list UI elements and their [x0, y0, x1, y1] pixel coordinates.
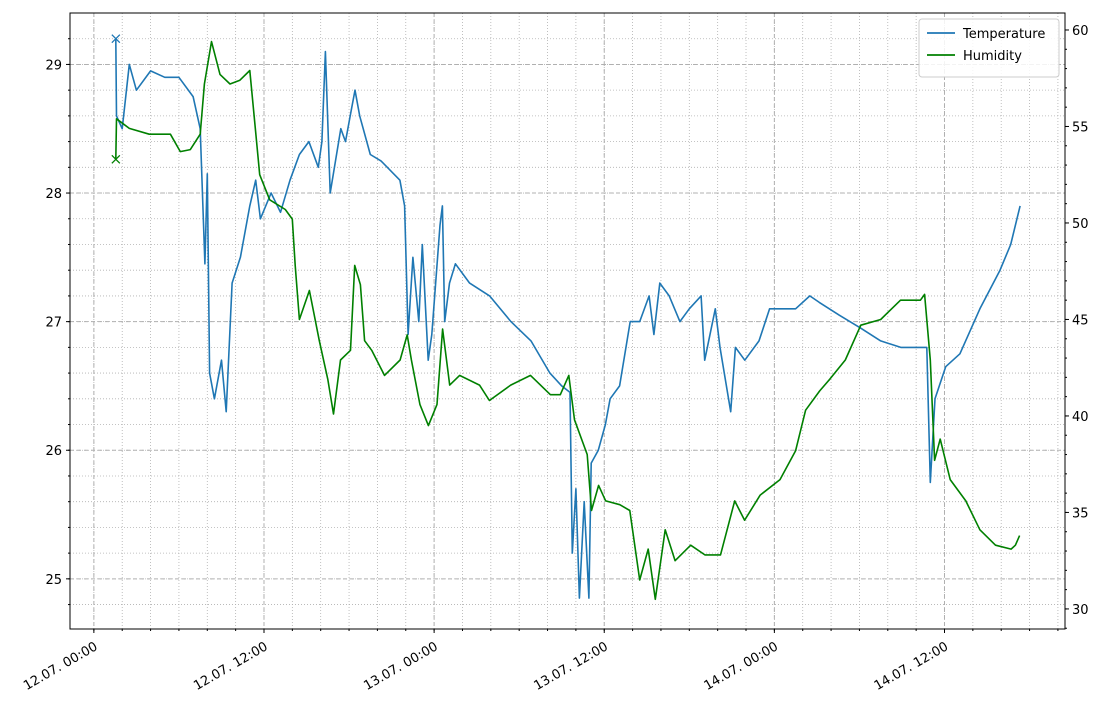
y2-tick-label: 35	[1072, 506, 1089, 521]
y2-tick-label: 60	[1072, 24, 1089, 39]
first-marker	[111, 154, 121, 164]
y2-tick-label: 50	[1072, 217, 1089, 232]
x-tick-label: 14.07. 12:00	[872, 639, 951, 693]
x-tick-label: 12.07. 12:00	[191, 639, 270, 693]
x-tick-label: 13.07. 00:00	[361, 639, 440, 693]
plot-frame	[69, 12, 1066, 630]
y-tick-label: 25	[45, 573, 62, 588]
first-marker	[111, 34, 121, 44]
x-tick-label: 13.07. 12:00	[531, 639, 610, 693]
y-tick-label: 29	[45, 58, 62, 73]
legend-label: Humidity	[963, 49, 1022, 64]
y-tick-label: 27	[45, 316, 62, 331]
line-series	[115, 40, 1021, 601]
y-tick-label: 26	[45, 444, 62, 459]
y2-tick-label: 55	[1072, 120, 1089, 135]
line-series	[115, 38, 1021, 599]
y2-tick-label: 40	[1072, 410, 1089, 425]
y2-tick-label: 30	[1072, 603, 1089, 618]
legend-label: Temperature	[962, 27, 1045, 42]
x-tick-label: 14.07. 00:00	[702, 639, 781, 693]
y-tick-label: 28	[45, 187, 62, 202]
y2-tick-label: 45	[1072, 313, 1089, 328]
x-tick-label: 12.07. 00:00	[21, 639, 100, 693]
